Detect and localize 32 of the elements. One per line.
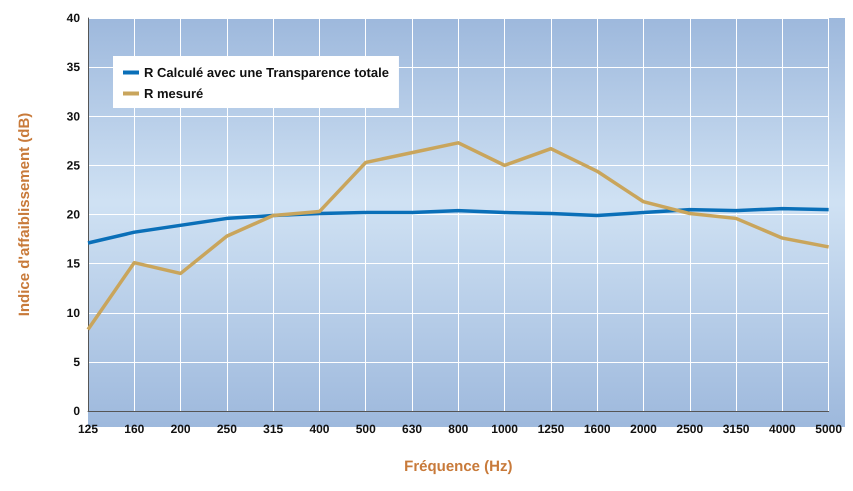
x-tick-label: 5000 (815, 422, 842, 436)
x-tick-label: 200 (170, 422, 191, 436)
x-tick-label: 1250 (538, 422, 565, 436)
x-tick-label: 3150 (722, 422, 750, 436)
x-tick-label: 4000 (769, 422, 796, 436)
x-axis-title: Fréquence (Hz) (404, 458, 513, 475)
x-tick-label: 400 (309, 422, 330, 436)
y-tick-label: 15 (66, 256, 80, 271)
y-tick-label: 35 (66, 60, 80, 74)
line-series (86, 206, 830, 245)
y-tick-label: 0 (73, 404, 80, 418)
y-tick-label: 20 (66, 208, 80, 222)
legend-label: R mesuré (144, 86, 204, 101)
x-tick-label: 2500 (676, 422, 704, 436)
legend-label: R Calculé avec une Transparence totale (144, 65, 389, 80)
y-tick-label: 5 (73, 354, 80, 369)
x-tick-label: 2000 (630, 422, 658, 436)
x-tick-label: 630 (402, 422, 422, 436)
x-tick-label: 250 (216, 422, 238, 436)
y-axis-title: Indice d'affaiblissement (dB) (16, 112, 33, 316)
x-tick-label: 125 (78, 422, 98, 436)
x-tick-label: 1000 (491, 422, 518, 436)
y-tick-label: 40 (66, 11, 80, 25)
line-series (86, 141, 830, 332)
y-tick-label: 25 (66, 158, 80, 172)
x-tick-label: 500 (356, 422, 376, 436)
x-tick-label: 315 (263, 422, 284, 436)
x-tick-label: 1600 (584, 422, 611, 436)
x-tick-label: 800 (448, 422, 469, 436)
x-tick-label: 160 (124, 422, 145, 436)
y-tick-label: 30 (66, 109, 80, 124)
y-tick-label: 10 (66, 306, 80, 320)
